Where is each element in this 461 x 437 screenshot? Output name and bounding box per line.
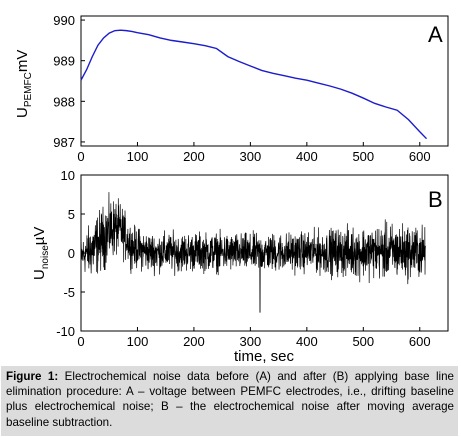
panel-a-y-tick-label: 989 [53,54,75,69]
panel-b-plot [80,192,426,313]
panel-b-ylabel-unit: µV [31,227,48,246]
panel-a-y-tick-label: 988 [53,94,75,109]
panel-a-plot [80,29,428,140]
panel-a-x-tick-label: 100 [127,149,149,164]
panel-b-x-axis-label: time, sec [234,348,295,365]
panel-b-ylabel-main: U [31,269,48,280]
panel-a-x-tick-label: 0 [77,149,84,164]
panel-b-y-axis-label: UnoiseµV [31,227,51,280]
panel-b-x-tick-label: 600 [409,334,431,349]
panel-b-x-tick-label: 500 [352,334,374,349]
panel-b-label: B [428,187,443,212]
panel-a-y-tick-label: 990 [53,13,75,28]
figure-caption: Figure 1: Electrochemical noise data bef… [1,366,458,436]
panel-b-y-tick-label: -5 [63,285,75,300]
panel-a-y-tick-label: 987 [53,135,75,150]
panel-b-x-tick-label: 0 [77,334,84,349]
panel-b-x-tick-label: 100 [127,334,149,349]
panel-b-x-tick-label: 300 [240,334,262,349]
panel-b-x-tick-label: 200 [183,334,205,349]
panel-a-x-tick-label: 200 [183,149,205,164]
panel-b-y-tick-label: 0 [68,246,75,261]
panel-a-x-tick-label: 600 [409,149,431,164]
panel-a-ylabel-sub: PEMFC [23,72,34,107]
panel-a-x-tick-label: 500 [352,149,374,164]
panel-b-noise-line [80,192,426,313]
panel-b-ylabel-sub: noise [40,245,51,269]
panel-b-y-tick-label: 10 [61,168,75,183]
caption-text: Electrochemical noise data before (A) an… [6,370,454,429]
panel-a-ylabel-main: U [14,107,31,118]
panel-b-axes: 0 100 200 300 400 500 600 -10 -5 0 5 10 [56,168,430,349]
panel-b-y-tick-label: 5 [68,207,75,222]
caption-label: Figure 1: [6,370,59,383]
panel-a-axes: 0 100 200 300 400 500 600 987 988 989 990 [53,13,430,164]
panel-b-y-tick-label: -10 [56,324,75,339]
panel-b-x-tick-label: 400 [296,334,318,349]
panel-a-x-tick-label: 300 [240,149,262,164]
panel-a-y-axis-label: UPEMFCmV [14,50,34,118]
panel-a-ylabel-unit: mV [14,50,31,73]
panel-a-frame [80,15,449,147]
panel-a: 0 100 200 300 400 500 600 987 988 989 990 A UPEMFC… [14,13,449,164]
panel-a-voltage-line [80,29,428,140]
panel-a-x-tick-label: 400 [296,149,318,164]
panel-a-label: A [428,22,443,47]
